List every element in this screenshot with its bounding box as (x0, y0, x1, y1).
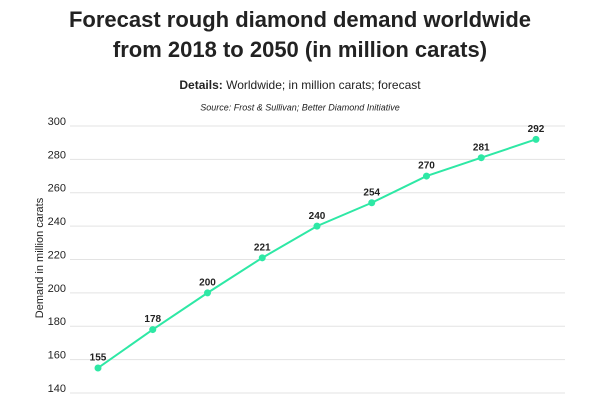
data-label: 270 (418, 161, 435, 172)
data-point (149, 326, 157, 334)
y-axis-label: Demand in million carats (34, 197, 46, 318)
chart-title: Forecast rough diamond demand worldwide (69, 7, 531, 32)
data-point (313, 222, 321, 230)
data-label: 200 (199, 278, 216, 289)
data-point (204, 289, 211, 297)
y-tick-label: 240 (48, 216, 66, 228)
details: Details: Worldwide; in million carats; f… (179, 78, 421, 92)
y-tick-label: 200 (48, 283, 66, 295)
data-label: 178 (144, 314, 161, 325)
data-label: 254 (363, 187, 380, 198)
data-point (532, 135, 540, 143)
y-tick-label: 140 (48, 383, 66, 395)
data-label: 292 (528, 124, 545, 135)
data-label: 281 (473, 142, 490, 153)
data-point (423, 172, 430, 180)
y-tick-label: 300 (48, 116, 66, 128)
data-point (477, 154, 485, 162)
details-text: Worldwide; in million carats; forecast (226, 78, 421, 92)
y-tick-label: 220 (48, 249, 66, 261)
source: Source: Frost & Sullivan; Better Diamond… (200, 102, 400, 112)
data-point (368, 199, 376, 207)
y-tick-label: 180 (48, 316, 66, 328)
data-point (258, 254, 266, 262)
data-line (97, 138, 537, 369)
data-label: 240 (309, 211, 326, 222)
data-point (94, 364, 102, 372)
data-label: 221 (254, 242, 271, 253)
details-label: Details: (179, 78, 222, 92)
chart-title: from 2018 to 2050 (in million carats) (113, 37, 487, 62)
y-tick-label: 260 (48, 183, 66, 195)
y-tick-label: 280 (48, 149, 66, 161)
data-label: 155 (90, 353, 107, 364)
y-tick-label: 160 (48, 350, 66, 362)
